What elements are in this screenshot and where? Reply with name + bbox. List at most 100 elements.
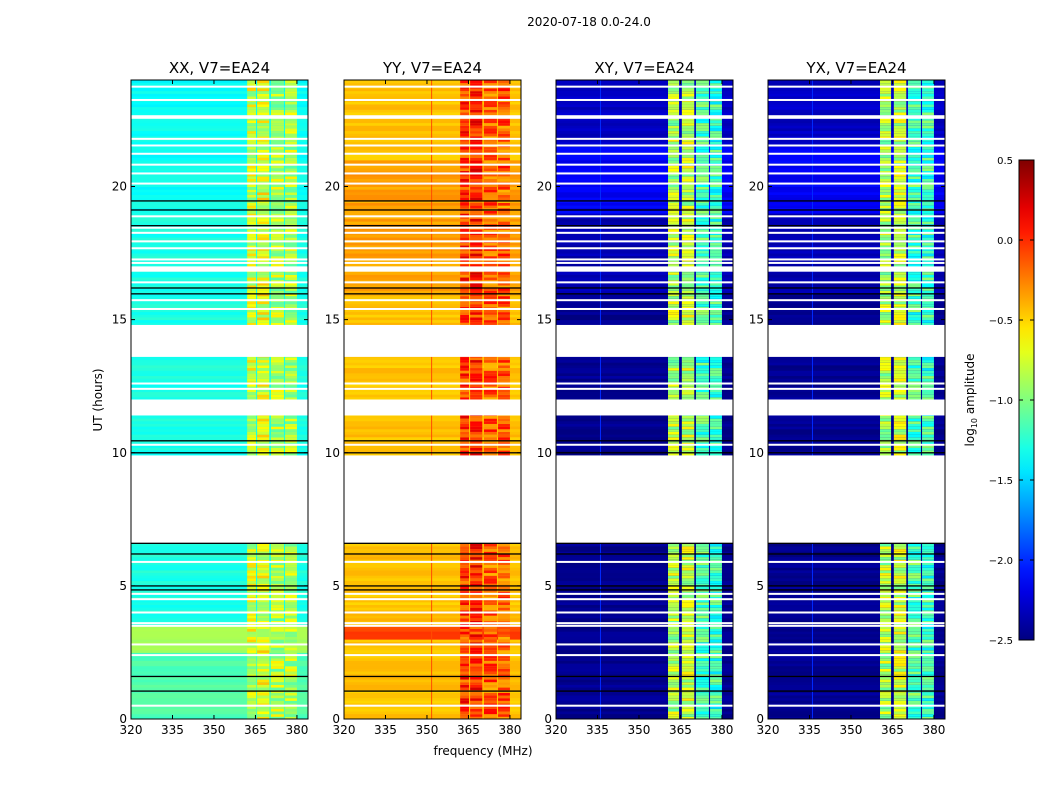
black-line xyxy=(131,225,308,226)
flag-line xyxy=(556,598,733,600)
black-line xyxy=(131,287,308,288)
flag-line xyxy=(556,705,733,707)
flag-line xyxy=(131,99,308,101)
y-tick-label: 0 xyxy=(544,712,552,726)
black-line xyxy=(556,287,733,288)
flag-line xyxy=(556,215,733,217)
x-tick-label: 335 xyxy=(586,723,609,737)
black-line xyxy=(556,209,733,210)
flag-line xyxy=(556,138,733,140)
flagged-gap xyxy=(344,455,521,543)
flag-line xyxy=(131,227,308,229)
flag-line xyxy=(556,144,733,146)
flag-line xyxy=(344,99,521,101)
flag-line xyxy=(556,247,733,249)
flag-line xyxy=(131,593,308,595)
flag-line xyxy=(131,654,308,656)
flag-line xyxy=(131,299,308,301)
flag-line xyxy=(131,281,308,283)
black-line xyxy=(556,690,733,691)
x-tick-label: 380 xyxy=(285,723,308,737)
y-tick-label: 5 xyxy=(544,579,552,593)
figure-title: 2020-07-18 0.0-24.0 xyxy=(527,15,651,29)
black-line xyxy=(344,287,521,288)
flag-line xyxy=(556,593,733,595)
flag-line xyxy=(556,232,733,234)
black-line xyxy=(556,440,733,441)
flag-line xyxy=(131,232,308,234)
y-tick-label: 15 xyxy=(112,313,127,327)
black-line xyxy=(556,293,733,294)
x-tick-label: 365 xyxy=(244,723,267,737)
black-line xyxy=(344,690,521,691)
x-tick-label: 350 xyxy=(628,723,651,737)
flag-line xyxy=(344,240,521,242)
flag-line xyxy=(344,625,521,627)
panel-title: XY, V7=EA24 xyxy=(594,59,694,77)
flag-line xyxy=(344,598,521,600)
flag-line xyxy=(344,281,521,283)
black-line xyxy=(344,543,521,544)
flag-line xyxy=(131,643,308,645)
black-line xyxy=(556,585,733,586)
black-line xyxy=(556,553,733,554)
black-line xyxy=(556,543,733,544)
flag-line xyxy=(556,561,733,563)
black-line xyxy=(131,676,308,677)
flagged-gap xyxy=(131,325,308,357)
flagged-gap xyxy=(556,325,733,357)
flagged-gap xyxy=(556,266,733,271)
flag-line xyxy=(556,281,733,283)
flag-line xyxy=(344,247,521,249)
flag-line xyxy=(556,444,733,446)
black-line xyxy=(131,440,308,441)
flagged-gap xyxy=(344,325,521,357)
flag-line xyxy=(556,612,733,614)
x-tick-label: 335 xyxy=(161,723,184,737)
panel-title: XX, V7=EA24 xyxy=(169,59,270,77)
flag-line xyxy=(556,622,733,624)
flag-line xyxy=(131,262,308,264)
flagged-gap xyxy=(131,266,308,271)
x-tick-label: 380 xyxy=(710,723,733,737)
x-tick-label: 380 xyxy=(498,723,521,737)
black-line xyxy=(131,589,308,590)
flag-line xyxy=(131,705,308,707)
y-tick-label: 20 xyxy=(537,180,552,194)
black-line xyxy=(131,200,308,201)
flag-line xyxy=(556,258,733,260)
y-tick-label: 10 xyxy=(112,446,127,460)
flag-line xyxy=(131,240,308,242)
flag-line xyxy=(556,240,733,242)
flag-line xyxy=(344,258,521,260)
flag-line xyxy=(131,561,308,563)
flag-line xyxy=(131,153,308,155)
black-line xyxy=(556,225,733,226)
black-line xyxy=(556,200,733,201)
flag-line xyxy=(344,117,521,119)
flag-line xyxy=(344,612,521,614)
flagged-gap xyxy=(344,266,521,271)
y-tick-label: 5 xyxy=(119,579,127,593)
y-tick-label: 5 xyxy=(332,579,340,593)
flag-line xyxy=(556,383,733,385)
flag-line xyxy=(131,444,308,446)
flag-line xyxy=(131,383,308,385)
flag-line xyxy=(344,383,521,385)
y-tick-label: 15 xyxy=(325,313,340,327)
flag-line xyxy=(344,593,521,595)
flag-line xyxy=(556,99,733,101)
flag-line xyxy=(556,86,733,88)
y-tick-label: 10 xyxy=(537,446,552,460)
flag-line xyxy=(344,299,521,301)
flag-line xyxy=(131,308,308,310)
flag-line xyxy=(131,164,308,166)
black-line xyxy=(344,589,521,590)
flag-line xyxy=(344,308,521,310)
flag-line xyxy=(131,612,308,614)
x-tick-label: 350 xyxy=(416,723,439,737)
flag-line xyxy=(556,227,733,229)
flag-line xyxy=(344,138,521,140)
